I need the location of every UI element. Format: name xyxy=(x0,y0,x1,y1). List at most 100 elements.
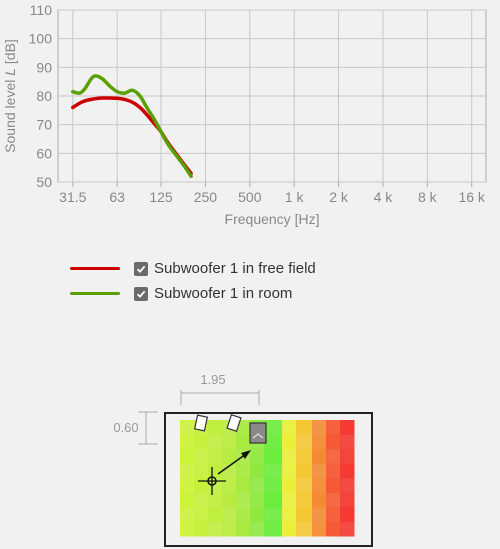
depth-dimension xyxy=(138,411,158,445)
heatmap-cell xyxy=(194,492,209,508)
heatmap-cell xyxy=(236,478,251,493)
heatmap-cell xyxy=(208,492,223,508)
room-plan: 1.95 0.60 xyxy=(113,372,373,547)
heatmap-cell xyxy=(340,521,355,537)
grid xyxy=(58,9,486,183)
x-axis-label: Frequency [Hz] xyxy=(225,211,320,227)
heatmap-cell xyxy=(208,521,223,537)
heatmap-cell xyxy=(312,463,327,479)
heatmap-cell xyxy=(340,492,355,508)
heatmap-cell xyxy=(326,478,341,493)
legend-label-room: Subwoofer 1 in room xyxy=(154,285,293,302)
heatmap-cell xyxy=(180,449,195,464)
heatmap-cell xyxy=(208,507,223,522)
heatmap-cell xyxy=(282,463,297,479)
x-tick-label: 125 xyxy=(149,189,173,205)
legend-swatch-green xyxy=(70,292,120,295)
heatmap-cell xyxy=(282,492,297,508)
heatmap-cell xyxy=(264,507,283,522)
heatmap-cell xyxy=(264,478,283,493)
legend-swatch-red xyxy=(70,267,120,270)
y-tick-label: 90 xyxy=(36,59,52,75)
heatmap-cell xyxy=(250,492,265,508)
y-tick-label: 60 xyxy=(36,145,52,161)
heatmap-cell xyxy=(236,463,251,479)
heatmap-cell xyxy=(264,434,283,450)
legend-item-free-field[interactable]: Subwoofer 1 in free field xyxy=(70,256,316,281)
heatmap-cell xyxy=(326,521,341,537)
heatmap-cell xyxy=(264,492,283,508)
heatmap-cell xyxy=(194,507,209,522)
x-tick-label: 2 k xyxy=(329,189,349,205)
x-axis-ticks: 31.5 63 125 250 500 1 k 2 k 4 k 8 k 16 k xyxy=(59,182,486,205)
heatmap-cell xyxy=(326,434,341,450)
heatmap-cell xyxy=(222,478,237,493)
heatmap-cell xyxy=(222,463,237,479)
heatmap-cell xyxy=(222,507,237,522)
heatmap-cell xyxy=(312,434,327,450)
x-tick-label: 16 k xyxy=(458,189,485,205)
y-tick-label: 110 xyxy=(30,2,53,18)
heatmap-cell xyxy=(208,463,223,479)
heatmap-cell xyxy=(236,521,251,537)
x-tick-label: 63 xyxy=(109,189,125,205)
x-tick-label: 250 xyxy=(194,189,218,205)
subwoofer-icon[interactable] xyxy=(249,422,267,444)
heatmap-cell xyxy=(222,521,237,537)
y-tick-label: 70 xyxy=(36,117,52,133)
heatmap-cell xyxy=(194,463,209,479)
room-outline xyxy=(164,412,373,547)
x-tick-label: 31.5 xyxy=(59,189,86,205)
heatmap-cell xyxy=(340,434,355,450)
checkmark-icon xyxy=(136,265,146,273)
heatmap-cell xyxy=(326,507,341,522)
heatmap-cell xyxy=(282,434,297,450)
heatmap-cell xyxy=(208,449,223,464)
heatmap-cell xyxy=(312,507,327,522)
heatmap-cell xyxy=(326,449,341,464)
heatmap-cell xyxy=(296,434,313,450)
y-tick-label: 80 xyxy=(36,88,52,104)
x-tick-label: 8 k xyxy=(418,189,438,205)
series-lines xyxy=(71,74,193,179)
listening-position-icon[interactable] xyxy=(198,467,226,495)
x-tick-label: 500 xyxy=(238,189,262,205)
heatmap-cell xyxy=(208,434,223,450)
checkbox-room[interactable] xyxy=(134,286,148,301)
heatmap-cell xyxy=(194,449,209,464)
heatmap-cell xyxy=(312,420,327,435)
heatmap-cell xyxy=(340,449,355,464)
heatmap-cell xyxy=(264,521,283,537)
heatmap-cell xyxy=(340,478,355,493)
heatmap-cell xyxy=(312,449,327,464)
heatmap-cell xyxy=(250,463,265,479)
heatmap-cell xyxy=(264,449,283,464)
width-dimension xyxy=(180,390,260,405)
heatmap-cell xyxy=(180,492,195,508)
depth-dimension-label: 0.60 xyxy=(113,420,138,435)
heatmap-cell xyxy=(250,478,265,493)
heatmap-cell xyxy=(194,521,209,537)
heatmap-cell xyxy=(264,420,283,435)
heatmap-cell xyxy=(326,420,341,435)
seat-icon[interactable] xyxy=(226,414,242,432)
legend-label-free-field: Subwoofer 1 in free field xyxy=(154,260,316,277)
checkbox-free-field[interactable] xyxy=(134,261,148,276)
heatmap-cell xyxy=(296,492,313,508)
heatmap-cell xyxy=(180,521,195,537)
heatmap-cell xyxy=(236,434,251,450)
heatmap-cell xyxy=(250,521,265,537)
heatmap-cell xyxy=(264,463,283,479)
heatmap-cell xyxy=(340,463,355,479)
heatmap-cell xyxy=(296,420,313,435)
heatmap-cell xyxy=(282,478,297,493)
seat-icon[interactable] xyxy=(193,414,209,432)
x-tick-label: 4 k xyxy=(374,189,394,205)
legend-item-room[interactable]: Subwoofer 1 in room xyxy=(70,281,316,306)
heatmap-cell xyxy=(250,449,265,464)
sound-level-heatmap xyxy=(180,420,355,537)
y-tick-label: 100 xyxy=(29,31,53,47)
heatmap-cell xyxy=(222,449,237,464)
heatmap-cell xyxy=(296,507,313,522)
heatmap-cell xyxy=(282,420,297,435)
